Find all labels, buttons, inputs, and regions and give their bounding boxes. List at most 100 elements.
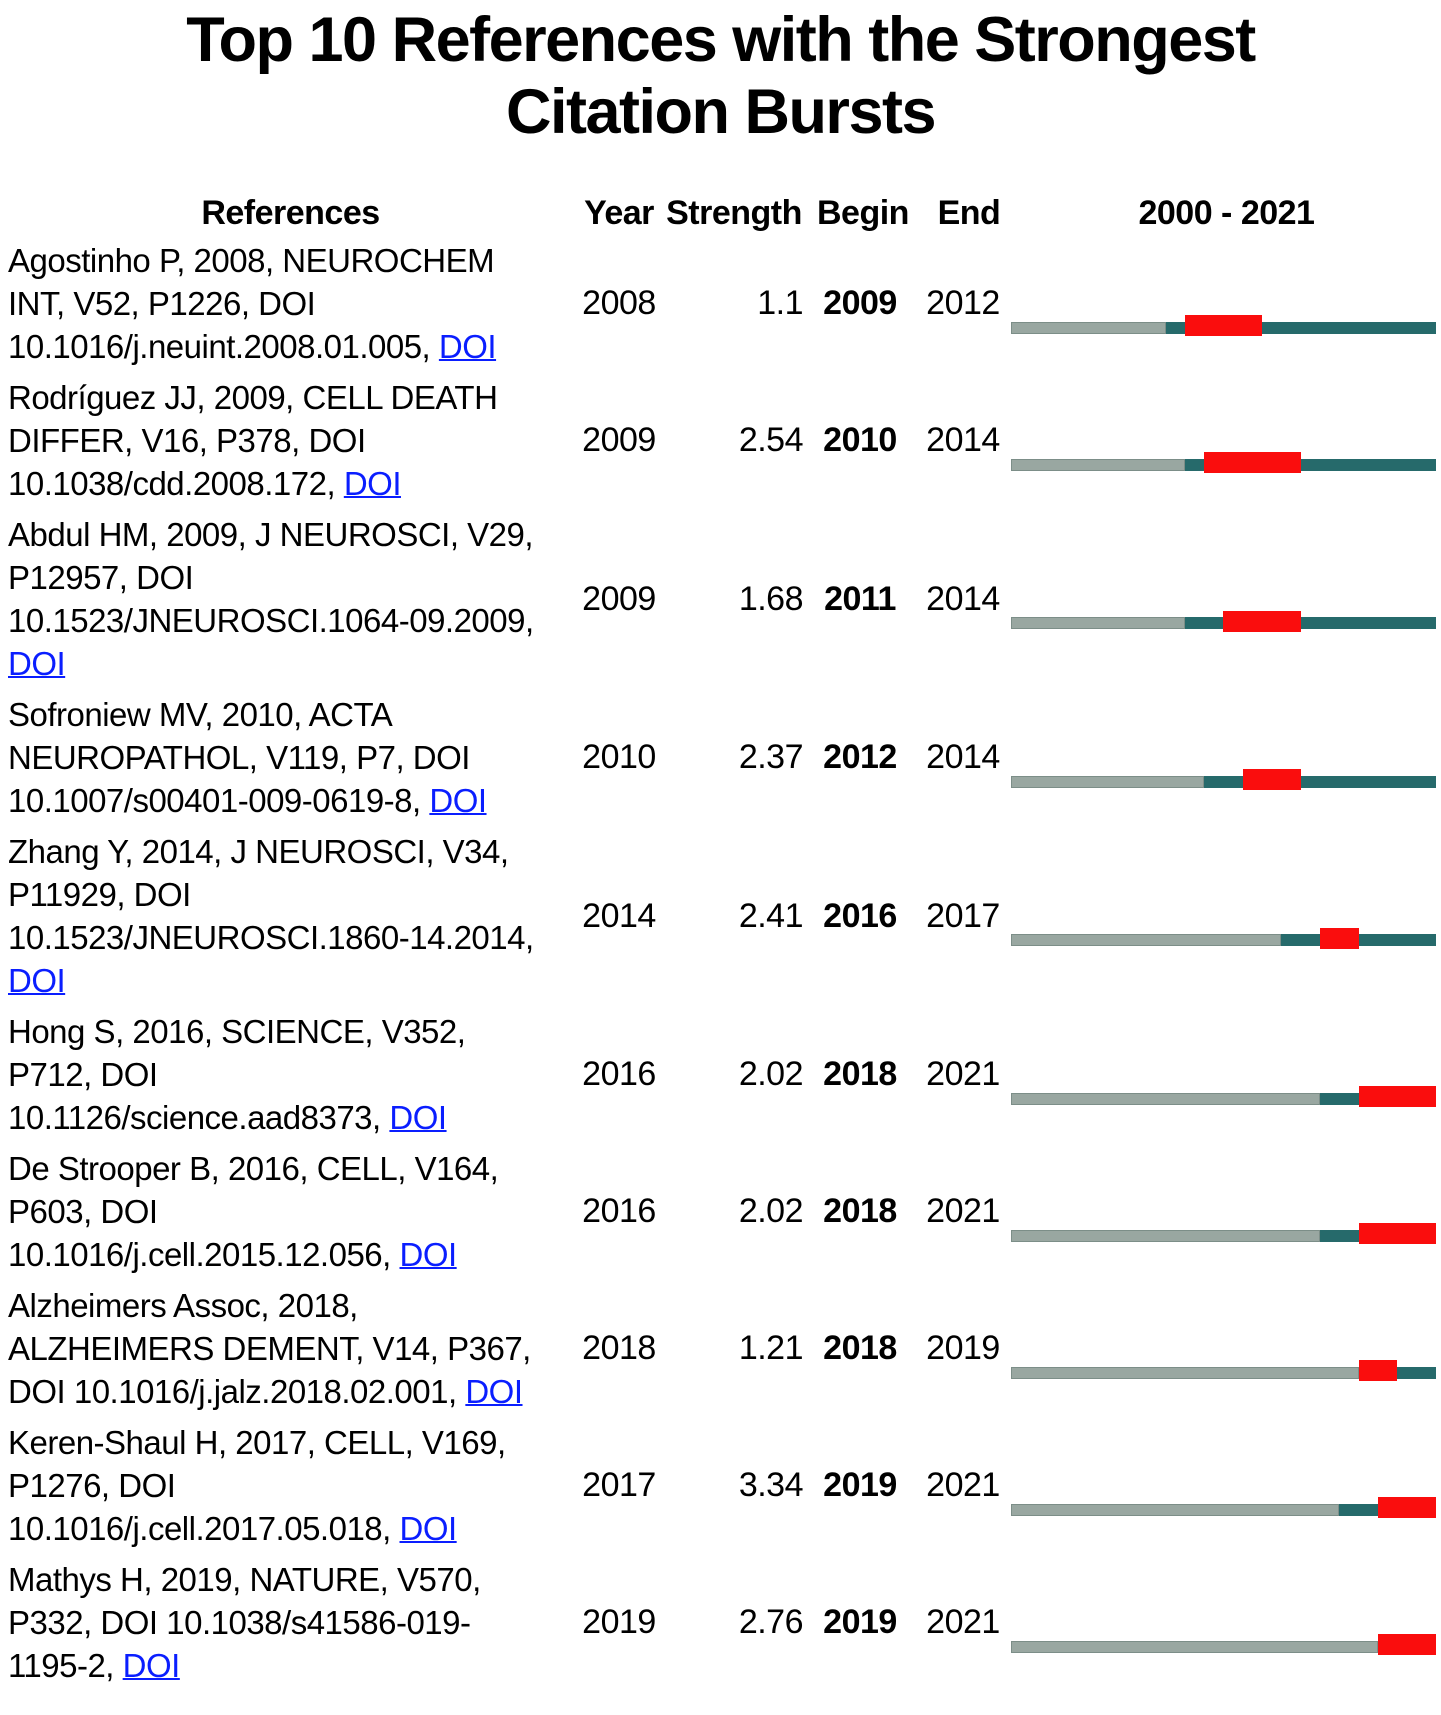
reference-row: Mathys H, 2019, NATURE, V570, P332, DOI 1… xyxy=(0,1558,1441,1687)
reference-row: Keren-Shaul H, 2017, CELL, V169, P1276, D… xyxy=(0,1421,1441,1550)
year-value: 2008 xyxy=(582,284,656,322)
year-value: 2016 xyxy=(582,1055,656,1093)
reference-text: Abdul HM, 2009, J NEUROSCI, V29, P12957, … xyxy=(0,513,573,685)
bar-segment-after-burst-teal xyxy=(1262,321,1436,334)
end-value: 2014 xyxy=(926,421,1000,459)
reference-line: Rodríguez JJ, 2009, CELL DEATH xyxy=(8,379,498,416)
strength-value: 2.54 xyxy=(738,421,804,459)
reference-row: Abdul HM, 2009, J NEUROSCI, V29, P12957, … xyxy=(0,513,1441,685)
doi-link[interactable]: DOI xyxy=(8,962,66,999)
bar-segment-after-burst-teal xyxy=(1300,775,1436,788)
bar-segment-before-burst-teal xyxy=(1184,617,1224,629)
reference-line: NEUROPATHOL, V119, P7, DOI xyxy=(8,739,470,776)
reference-text: Mathys H, 2019, NATURE, V570, P332, DOI 1… xyxy=(0,1558,573,1687)
bar-segment-burst-red xyxy=(1378,1497,1436,1518)
bar-segment-before-burst-teal xyxy=(1320,1229,1359,1242)
doi-link[interactable]: DOI xyxy=(343,465,402,502)
bar-segment-burst-red xyxy=(1358,1360,1398,1381)
doi-link[interactable]: DOI xyxy=(429,782,487,819)
reference-line: Agostinho P, 2008, NEUROCHEM xyxy=(8,242,495,279)
year-value: 2018 xyxy=(582,1329,656,1367)
reference-line: 10.1038/cdd.2008.172, DOI xyxy=(8,465,402,502)
strength-value: 1.68 xyxy=(738,579,804,618)
end-value: 2019 xyxy=(926,1329,1000,1367)
reference-line: 10.1126/science.aad8373, DOI xyxy=(8,1099,447,1136)
burst-table: References Year Strength Begin End 2000 … xyxy=(0,192,1441,1687)
end-value: 2021 xyxy=(926,1192,1000,1230)
strength-value: 2.37 xyxy=(738,738,804,776)
column-header-end: End xyxy=(937,194,1001,232)
end-value: 2012 xyxy=(926,284,1000,322)
bar-segment-burst-red xyxy=(1358,1223,1436,1244)
reference-line: 10.1523/JNEUROSCI.1064-09.2009, xyxy=(8,602,534,639)
bar-segment-burst-red xyxy=(1378,1634,1436,1655)
reference-row: Alzheimers Assoc, 2018, ALZHEIMERS DEMENT… xyxy=(0,1284,1441,1413)
bar-segment-pre-publication-gray xyxy=(1011,321,1166,334)
doi-link[interactable]: DOI xyxy=(465,1373,523,1410)
bar-segment-after-burst-teal xyxy=(1358,934,1436,946)
doi-link[interactable]: DOI xyxy=(122,1647,181,1684)
citation-burst-bar xyxy=(1011,315,1436,339)
doi-link[interactable]: DOI xyxy=(438,328,497,365)
reference-line: DOI xyxy=(8,642,573,685)
reference-text: Hong S, 2016, SCIENCE, V352, P712, DOI 10.… xyxy=(0,1010,573,1139)
bar-segment-before-burst-teal xyxy=(1339,1503,1379,1516)
reference-line: 10.1523/JNEUROSCI.1860-14.2014, xyxy=(8,919,534,956)
table-body: Agostinho P, 2008, NEUROCHEM INT, V52, P1… xyxy=(0,239,1441,1687)
reference-line: Alzheimers Assoc, 2018, xyxy=(8,1287,358,1324)
column-header-year: Year xyxy=(584,194,654,232)
end-value: 2014 xyxy=(926,579,1000,618)
citation-burst-figure: Top 10 References with the Strongest Cit… xyxy=(0,4,1441,1687)
citation-burst-bar xyxy=(1011,452,1436,476)
column-header-period: 2000 - 2021 xyxy=(1138,194,1315,232)
year-value: 2017 xyxy=(582,1466,656,1504)
doi-link[interactable]: DOI xyxy=(399,1510,458,1547)
reference-text: Sofroniew MV, 2010, ACTA NEUROPATHOL, V11… xyxy=(0,693,573,822)
reference-text: Zhang Y, 2014, J NEUROSCI, V34, P11929, D… xyxy=(0,830,573,1002)
reference-line: DOI xyxy=(8,959,573,1002)
bar-segment-after-burst-teal xyxy=(1300,458,1436,471)
reference-line: P332, DOI 10.1038/s41586-019- xyxy=(8,1604,471,1641)
reference-text: Keren-Shaul H, 2017, CELL, V169, P1276, D… xyxy=(0,1421,573,1550)
bar-segment-pre-publication-gray xyxy=(1011,775,1205,788)
reference-line: P11929, DOI xyxy=(8,876,191,913)
begin-value: 2018 xyxy=(823,1192,897,1230)
doi-link[interactable]: DOI xyxy=(389,1099,447,1136)
column-header-strength: Strength xyxy=(666,194,802,232)
year-value: 2009 xyxy=(582,579,656,618)
begin-value: 2018 xyxy=(823,1329,897,1367)
bar-segment-after-burst-teal xyxy=(1300,617,1436,629)
reference-line: 10.1007/s00401-009-0619-8, DOI xyxy=(8,782,487,819)
bar-segment-before-burst-teal xyxy=(1165,321,1185,334)
citation-burst-bar xyxy=(1011,769,1436,793)
reference-line: Zhang Y, 2014, J NEUROSCI, V34, xyxy=(8,833,509,870)
reference-line: Keren-Shaul H, 2017, CELL, V169, xyxy=(8,1424,506,1461)
bar-segment-burst-red xyxy=(1223,610,1301,632)
year-value: 2010 xyxy=(582,738,656,776)
bar-segment-pre-publication-gray xyxy=(1011,1229,1321,1242)
end-value: 2021 xyxy=(926,1603,1000,1641)
citation-burst-bar xyxy=(1011,1497,1436,1521)
bar-segment-burst-red xyxy=(1242,769,1301,790)
bar-segment-burst-red xyxy=(1184,315,1263,336)
citation-burst-bar xyxy=(1011,1360,1436,1384)
bar-segment-before-burst-teal xyxy=(1184,458,1205,471)
begin-value: 2019 xyxy=(823,1466,897,1504)
begin-value: 2011 xyxy=(824,579,896,618)
bar-segment-before-burst-teal xyxy=(1320,1092,1359,1105)
bar-segment-burst-red xyxy=(1204,452,1301,473)
reference-text: De Strooper B, 2016, CELL, V164, P603, DO… xyxy=(0,1147,573,1276)
end-value: 2014 xyxy=(926,738,1000,776)
bar-segment-pre-publication-gray xyxy=(1011,934,1282,946)
citation-burst-bar xyxy=(1011,1086,1436,1110)
year-value: 2016 xyxy=(582,1192,656,1230)
reference-text: Alzheimers Assoc, 2018, ALZHEIMERS DEMENT… xyxy=(0,1284,573,1413)
doi-link[interactable]: DOI xyxy=(399,1236,458,1273)
bar-segment-before-burst-teal xyxy=(1281,934,1321,946)
strength-value: 1.1 xyxy=(757,284,803,322)
column-header-references: References xyxy=(201,194,380,232)
bar-segment-pre-publication-gray xyxy=(1011,458,1185,471)
doi-link[interactable]: DOI xyxy=(8,645,66,682)
reference-row: Agostinho P, 2008, NEUROCHEM INT, V52, P1… xyxy=(0,239,1441,368)
begin-value: 2010 xyxy=(823,421,897,459)
